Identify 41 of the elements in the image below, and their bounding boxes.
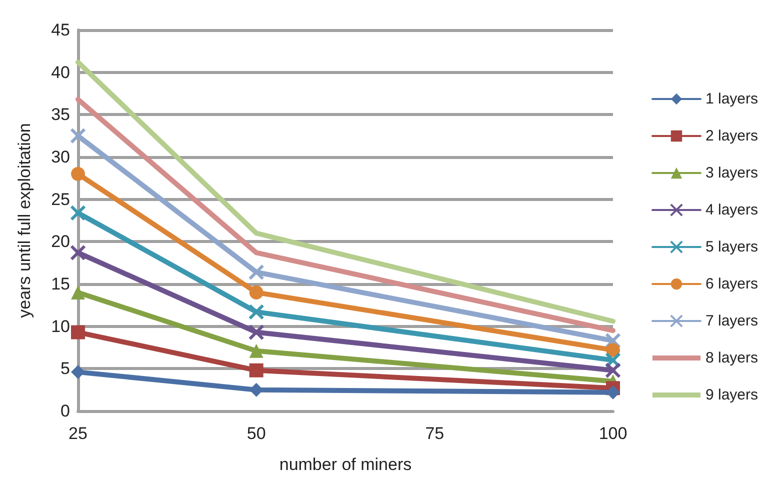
x-tick-label: 75 [425, 424, 444, 443]
y-tick-label: 20 [51, 232, 70, 252]
y-tick-label: 0 [60, 402, 70, 420]
y-tick-label: 10 [51, 316, 70, 336]
y-tick-label: 40 [51, 62, 70, 82]
y-tick-label: 35 [51, 105, 70, 124]
point [70, 204, 86, 221]
x-tick-label: 100 [598, 424, 628, 443]
point [71, 166, 85, 181]
legend-label: 2 layers [705, 128, 758, 144]
y-axis-title: years until full exploitation [15, 123, 34, 318]
point [605, 362, 621, 378]
point [606, 343, 620, 358]
legend-label: 7 layers [705, 312, 758, 330]
legend-label: 4 layers [705, 202, 758, 218]
legend-label: 6 layers [705, 276, 758, 292]
point [249, 344, 264, 358]
point [605, 332, 621, 349]
y-tick-label: 15 [51, 274, 70, 294]
point [248, 304, 264, 320]
x-axis-title: number of miners [279, 455, 412, 474]
legend-label: 3 layers [705, 164, 758, 182]
legend-label: 8 layers [705, 350, 758, 366]
x-tick-label: 50 [246, 424, 266, 443]
point [606, 385, 620, 400]
point [71, 365, 85, 380]
legend-label: 5 layers [705, 238, 758, 256]
point [70, 244, 86, 261]
point [248, 324, 264, 340]
legend-label: 9 layers [705, 386, 758, 404]
point [248, 264, 264, 280]
y-tick-label: 5 [60, 359, 70, 378]
y-tick-label: 25 [51, 190, 70, 209]
point [71, 285, 85, 300]
point [249, 285, 264, 300]
point [71, 325, 85, 340]
point [70, 128, 86, 144]
y-tick-label: 45 [51, 20, 70, 40]
point [249, 363, 264, 378]
y-tick-label: 30 [51, 148, 70, 166]
legend-label: 1 layers [705, 90, 758, 108]
